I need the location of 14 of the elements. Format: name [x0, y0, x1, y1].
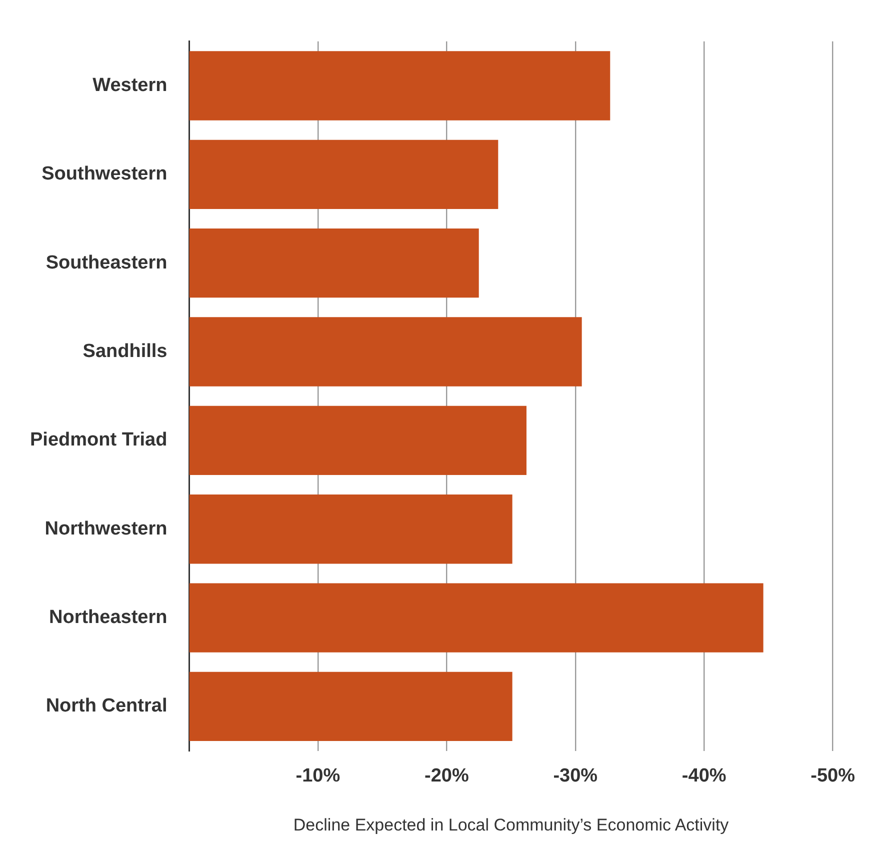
y-tick-label: Southwestern — [42, 164, 168, 185]
y-tick-label: Western — [92, 74, 168, 96]
y-tick-label: Piedmont Triad — [30, 430, 168, 451]
y-tick-label: Southeastern — [46, 252, 168, 274]
x-tick-label: -20% — [424, 765, 469, 786]
y-tick-label: Northwestern — [44, 518, 168, 540]
x-tick-label: -10% — [296, 765, 340, 786]
y-tick-label: Sandhills — [82, 340, 168, 362]
y-tick-label: Northeastern — [48, 607, 168, 628]
y-tick-label: North Central — [46, 696, 168, 717]
x-tick-label: -50% — [810, 765, 856, 786]
x-tick-label: -40% — [682, 765, 726, 786]
x-axis-title: Decline Expected in Local Community’s Economic Activity — [293, 815, 730, 834]
x-tick-label: -30% — [553, 765, 598, 786]
